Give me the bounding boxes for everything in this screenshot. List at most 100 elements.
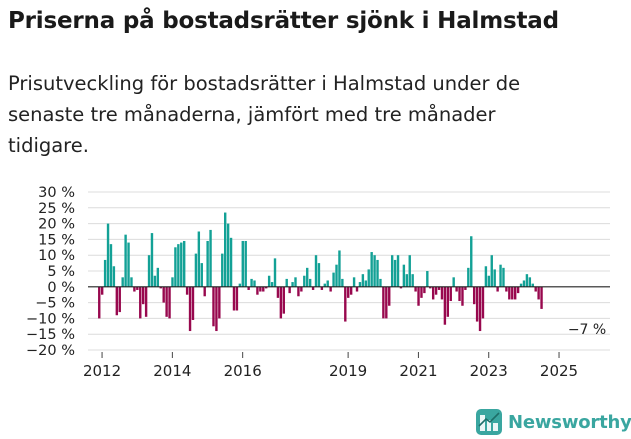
bar — [329, 286, 332, 292]
bar — [115, 286, 119, 316]
bar — [525, 274, 529, 287]
bar — [106, 223, 110, 287]
bar — [153, 275, 157, 287]
y-tick-label: 30 % — [38, 185, 75, 201]
bar — [168, 286, 171, 319]
bar — [185, 286, 189, 295]
bar — [253, 280, 256, 287]
bar — [516, 286, 520, 294]
bar — [396, 255, 400, 287]
bar — [344, 286, 347, 322]
y-tick-label: 5 % — [47, 264, 75, 280]
bar — [540, 286, 543, 309]
bar — [206, 240, 209, 287]
bar — [338, 250, 341, 287]
bar — [414, 286, 417, 292]
bar — [434, 286, 438, 295]
bar — [188, 286, 192, 332]
x-tick-label: 2025 — [540, 362, 578, 380]
newsworthy-logo-icon — [476, 409, 502, 435]
bar — [147, 255, 151, 287]
bar — [455, 286, 458, 292]
bar — [472, 286, 476, 305]
bar — [124, 234, 127, 287]
bar — [502, 267, 505, 287]
bar — [294, 277, 297, 287]
bar — [250, 278, 253, 287]
bar — [300, 286, 303, 292]
bar — [244, 240, 247, 287]
y-tick-label: −20 % — [26, 343, 75, 359]
bar — [177, 244, 180, 287]
bar — [224, 212, 227, 287]
bar — [443, 286, 447, 325]
x-tick-label: 2012 — [83, 362, 121, 380]
grid-layer — [88, 191, 610, 351]
bar — [203, 286, 206, 297]
y-tick-label: −5 % — [35, 296, 75, 312]
latest-value-annotation: −7 % — [568, 322, 606, 338]
bar — [388, 286, 391, 306]
chart-title: Priserna på bostadsrätter sjönk i Halmst… — [8, 8, 559, 34]
x-tick-label: 2023 — [470, 362, 508, 380]
bar — [461, 286, 464, 306]
bar — [256, 286, 259, 295]
y-tick-label: −15 % — [26, 327, 75, 343]
bar — [279, 286, 283, 319]
bar — [150, 233, 154, 287]
bar — [159, 286, 162, 289]
bar — [200, 263, 203, 287]
bar — [285, 278, 288, 287]
bar — [306, 267, 309, 287]
bar — [399, 286, 403, 289]
bar — [402, 264, 406, 287]
brand-name: Newsworthy — [508, 411, 631, 433]
bar — [282, 286, 285, 314]
bar — [408, 255, 411, 287]
bar — [127, 242, 130, 287]
bar — [499, 264, 502, 287]
bar — [411, 274, 414, 287]
bar — [370, 252, 373, 287]
bar — [311, 286, 315, 290]
bar — [522, 280, 526, 287]
bar — [349, 286, 353, 295]
bar — [470, 236, 473, 287]
bar — [241, 240, 244, 287]
bar — [478, 286, 482, 332]
bar — [112, 266, 116, 287]
bar — [358, 282, 362, 287]
bar — [136, 286, 139, 290]
bar — [484, 266, 488, 287]
bar — [431, 286, 435, 300]
bar — [332, 272, 335, 287]
bar — [323, 283, 326, 287]
bar — [320, 286, 324, 290]
bar — [376, 259, 379, 287]
bar — [423, 286, 426, 294]
bar — [326, 280, 329, 287]
bar — [429, 286, 432, 289]
bar — [382, 286, 385, 319]
bar — [288, 286, 291, 294]
bar — [314, 255, 318, 287]
bar — [490, 255, 493, 287]
bar — [270, 282, 274, 287]
bar — [182, 240, 186, 287]
bar — [212, 286, 215, 327]
bar — [464, 286, 467, 290]
bar — [267, 275, 271, 287]
bar — [531, 283, 534, 287]
bar — [139, 286, 142, 319]
bar — [519, 283, 523, 287]
newsworthy-brand[interactable]: Newsworthy — [476, 408, 631, 436]
bar — [390, 255, 394, 287]
bar — [273, 258, 277, 287]
bar — [247, 286, 250, 290]
bar — [103, 259, 107, 287]
bar — [437, 286, 441, 290]
bar — [405, 274, 409, 287]
bar — [487, 275, 491, 287]
y-tick-label: 25 % — [38, 201, 75, 217]
y-tick-label: 0 % — [47, 280, 75, 296]
